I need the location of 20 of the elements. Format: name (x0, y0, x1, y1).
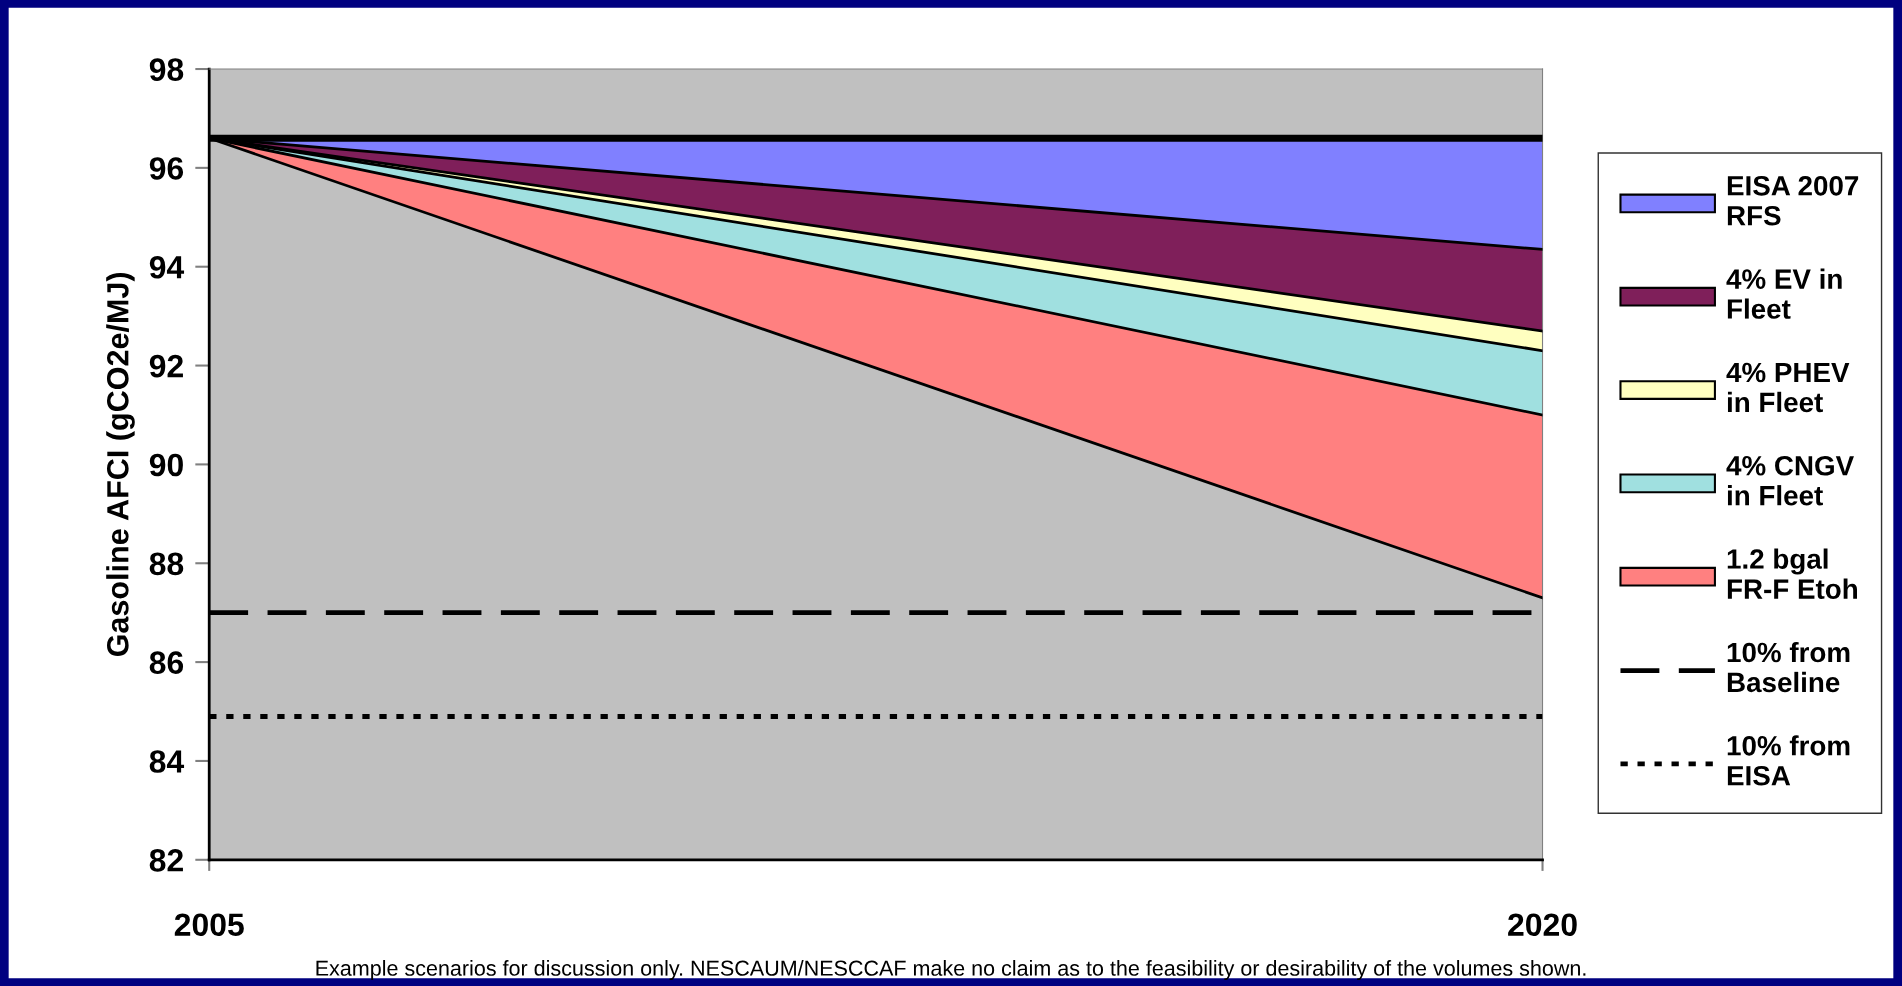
y-tick-label: 96 (149, 157, 184, 180)
y-axis-title: Gasoline AFCI (gCO2e/MJ) (106, 272, 135, 657)
y-tick-label: 86 (149, 651, 184, 674)
y-tick-label: 82 (149, 849, 183, 872)
legend-label: 10% from Baseline (1727, 641, 1850, 693)
y-tick-label: 98 (149, 58, 184, 81)
text: Example scenarios for discussion only. NESCAUM/NESCCAF make no claim as to the feasibility or desirability of the volumes shown. (316, 960, 1586, 981)
x-tick-label: 2020 (1508, 913, 1577, 937)
y-tick-label: 88 (149, 552, 184, 576)
legend-label: 4% EV in Fleet (1726, 268, 1842, 319)
y-tick-label: 92 (149, 354, 183, 378)
y-tick-label: 84 (149, 750, 185, 773)
y-tick-label: 94 (149, 255, 185, 279)
legend-label: 10% from EISA (1727, 735, 1850, 786)
x-tick-label: 2005 (174, 913, 244, 937)
legend-label: 1.2 bgal FR-F Etoh (1727, 548, 1857, 599)
legend-label: 4% CNGV in Fleet (1726, 455, 1854, 506)
y-tick-label: 90 (149, 453, 183, 477)
legend-label: EISA 2007 RFS (1727, 175, 1859, 226)
legend-label: 4% PHEV in Fleet (1726, 362, 1850, 413)
